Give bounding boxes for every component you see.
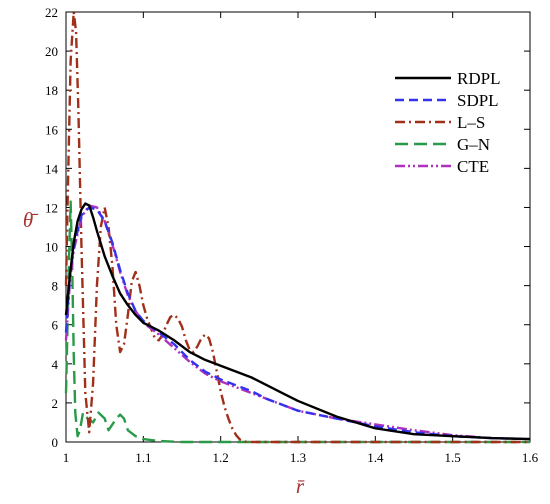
y-tick-label: 16 [45,122,59,137]
series-line-rdpl [64,202,531,441]
x-tick-label: 1.4 [367,450,384,465]
series-layer [64,10,531,444]
x-tick-label: 1.5 [445,450,461,465]
legend-label: RDPL [457,69,500,88]
y-tick-label: 0 [52,435,59,450]
legend-label: SDPL [457,91,499,110]
x-tick-label: 1.6 [522,450,539,465]
x-axis: 1 1.1 1.2 1.3 1.4 1.5 1.6 [63,12,539,465]
y-axis: 0 2 4 6 8 10 12 14 16 18 20 22 [45,5,530,450]
legend: RDPL SDPL L–S G–N CTE [395,69,500,176]
x-axis-label: r̄ [296,474,305,498]
x-tick-label: 1.3 [290,450,306,465]
x-tick-label: 1.2 [213,450,229,465]
y-tick-label: 8 [52,279,59,294]
series-line-l-s [64,10,530,444]
y-tick-label: 20 [45,44,58,59]
series-line-cte [64,204,531,441]
y-tick-label: 14 [45,161,59,176]
legend-label: G–N [457,135,490,154]
y-axis-label: θ̄ [23,208,39,232]
y-tick-label: 2 [52,396,59,411]
y-tick-label: 12 [45,200,58,215]
legend-label: L–S [457,113,485,132]
legend-label: CTE [457,157,489,176]
x-tick-label: 1.1 [135,450,151,465]
y-tick-label: 6 [52,318,59,333]
y-tick-label: 18 [45,83,58,98]
y-tick-label: 4 [52,357,59,372]
x-tick-label: 1 [63,450,70,465]
series-line-g-n [64,200,530,444]
y-tick-label: 22 [45,5,58,20]
y-tick-label: 10 [45,240,58,255]
series-line-sdpl [64,206,531,441]
